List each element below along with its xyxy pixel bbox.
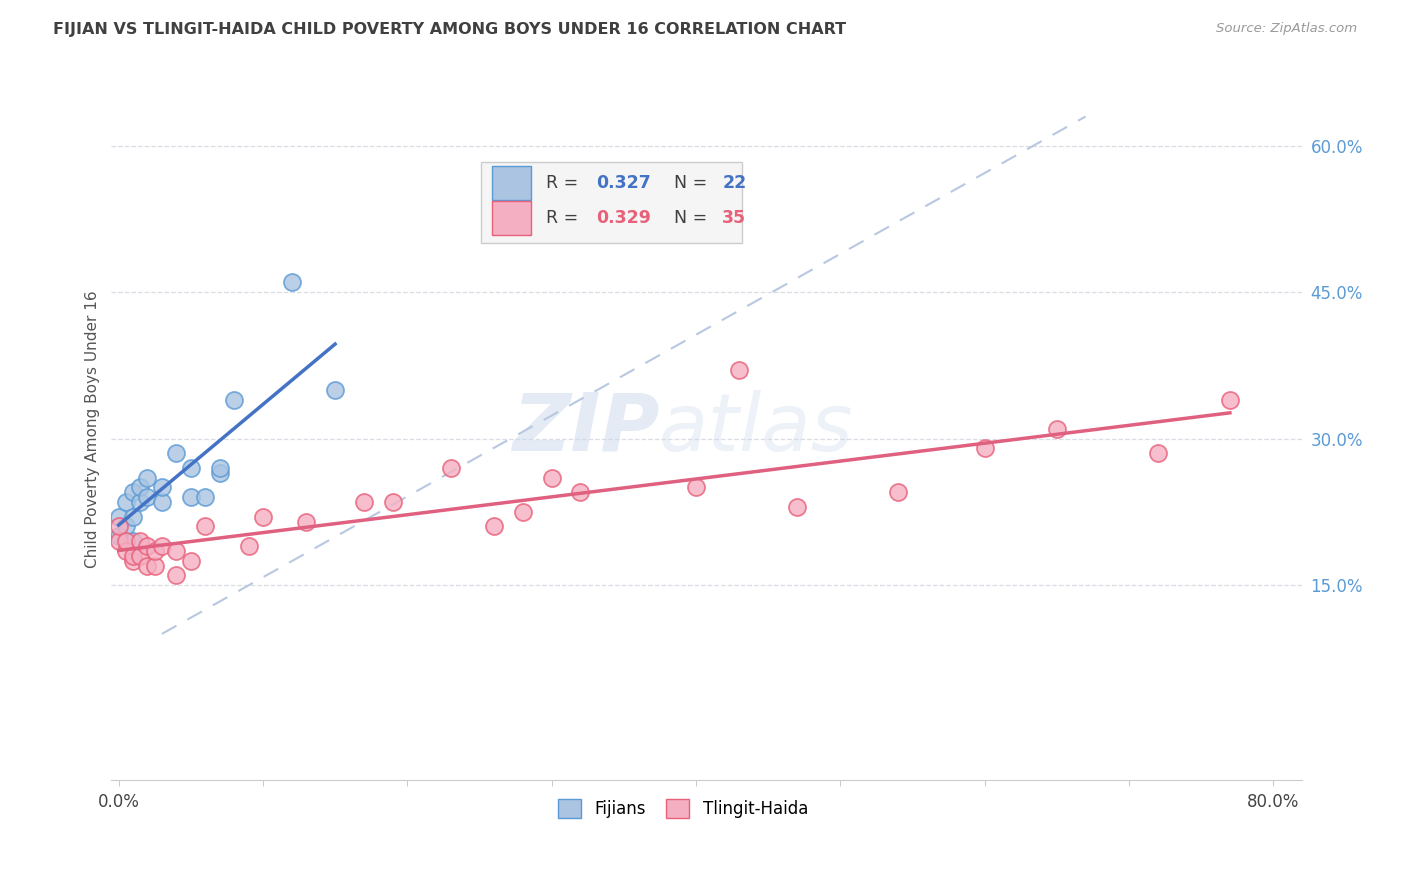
Point <box>150 495 173 509</box>
Point <box>122 534 145 549</box>
Point <box>143 558 166 573</box>
Text: atlas: atlas <box>659 390 853 468</box>
Point <box>1146 446 1168 460</box>
Point <box>115 519 138 533</box>
Point <box>180 490 202 504</box>
Text: 22: 22 <box>723 174 747 192</box>
Point <box>540 471 562 485</box>
Point <box>482 519 505 533</box>
Point <box>887 485 910 500</box>
Point <box>439 461 461 475</box>
Point <box>512 505 534 519</box>
Point <box>122 509 145 524</box>
Text: ZIP: ZIP <box>512 390 659 468</box>
Point <box>180 461 202 475</box>
Text: 0.327: 0.327 <box>596 174 651 192</box>
Point <box>973 442 995 456</box>
Point <box>252 509 274 524</box>
Point <box>685 480 707 494</box>
Point <box>136 539 159 553</box>
Point <box>136 558 159 573</box>
FancyBboxPatch shape <box>492 166 530 200</box>
Y-axis label: Child Poverty Among Boys Under 16: Child Poverty Among Boys Under 16 <box>86 290 100 567</box>
Point <box>129 534 152 549</box>
Point <box>208 466 231 480</box>
Point <box>129 495 152 509</box>
Point <box>122 549 145 563</box>
Point <box>150 480 173 494</box>
Point <box>136 490 159 504</box>
Point <box>143 544 166 558</box>
Point <box>238 539 260 553</box>
Point <box>381 495 404 509</box>
Point <box>569 485 592 500</box>
Text: 35: 35 <box>723 209 747 227</box>
Point <box>180 554 202 568</box>
Point <box>786 500 808 514</box>
Point <box>115 495 138 509</box>
Point <box>150 539 173 553</box>
Point <box>107 509 129 524</box>
Point <box>165 568 187 582</box>
Point <box>115 534 138 549</box>
Point <box>107 534 129 549</box>
Text: N =: N = <box>662 174 713 192</box>
Text: R =: R = <box>546 174 583 192</box>
Text: FIJIAN VS TLINGIT-HAIDA CHILD POVERTY AMONG BOYS UNDER 16 CORRELATION CHART: FIJIAN VS TLINGIT-HAIDA CHILD POVERTY AM… <box>53 22 846 37</box>
Point <box>295 515 318 529</box>
Point <box>222 392 245 407</box>
Point <box>353 495 375 509</box>
Point <box>194 490 217 504</box>
Point <box>129 480 152 494</box>
Point <box>136 471 159 485</box>
FancyBboxPatch shape <box>481 161 742 243</box>
Point <box>728 363 751 377</box>
Point <box>1046 422 1069 436</box>
Point <box>281 276 304 290</box>
FancyBboxPatch shape <box>492 201 530 235</box>
Text: Source: ZipAtlas.com: Source: ZipAtlas.com <box>1216 22 1357 36</box>
Point <box>122 554 145 568</box>
Point <box>107 519 129 533</box>
Point <box>208 461 231 475</box>
Point <box>323 383 346 397</box>
Point <box>194 519 217 533</box>
Point <box>122 485 145 500</box>
Text: N =: N = <box>662 209 713 227</box>
Text: R =: R = <box>546 209 583 227</box>
Legend: Fijians, Tlingit-Haida: Fijians, Tlingit-Haida <box>551 792 814 825</box>
Point <box>165 446 187 460</box>
Point <box>1219 392 1241 407</box>
Point <box>115 544 138 558</box>
Point <box>129 549 152 563</box>
Point <box>165 544 187 558</box>
Text: 0.329: 0.329 <box>596 209 651 227</box>
Point <box>107 529 129 543</box>
